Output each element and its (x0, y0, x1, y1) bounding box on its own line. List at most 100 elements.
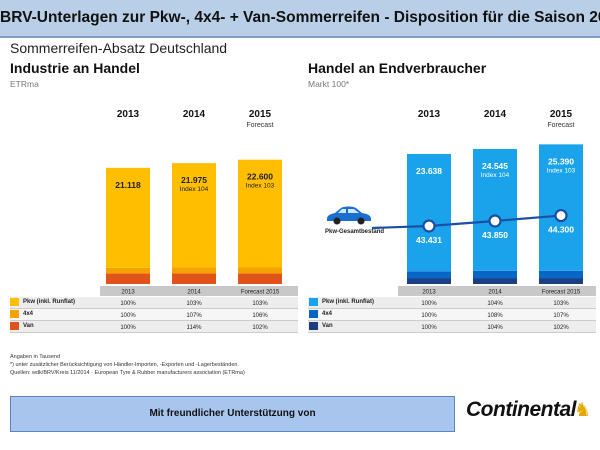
left-bar-van (238, 273, 282, 284)
right-table-cell: 108% (487, 313, 503, 319)
left-index-label: Index 103 (246, 183, 275, 190)
left-year-sublabel: Forecast (246, 122, 273, 129)
right-bar-van (539, 278, 583, 284)
right-total-label: 24.545 (482, 161, 508, 171)
right-table-head-cell: 2013 (422, 290, 436, 296)
left-table-cell: 102% (252, 325, 268, 331)
right-table-cell: 107% (553, 313, 569, 319)
note-sources: Quellen: wdk/BRV/Kreis 11/2014 · Europea… (10, 370, 245, 376)
right-bar-van (473, 278, 517, 284)
right-bar-pkw (539, 144, 583, 271)
left-table-row (10, 297, 298, 308)
right-line-point (488, 214, 502, 228)
right-table-cell: 104% (487, 301, 503, 307)
right-table-header (398, 286, 596, 296)
title-banner: BRV-Unterlagen zur Pkw-, 4x4- + Van-Somm… (0, 0, 600, 38)
left-year-label: 2014 (183, 109, 206, 120)
right-table-row (308, 321, 596, 332)
right-total-label: 25.390 (548, 156, 574, 166)
right-total-label: 23.638 (416, 166, 442, 176)
right-table-cell: 100% (421, 325, 437, 331)
left-table-cell: 100% (120, 325, 136, 331)
right-legend-van: Van (322, 323, 333, 329)
right-line-label: 43.850 (482, 230, 508, 240)
car-icon (327, 206, 371, 225)
left-table-head-cell: 2013 (121, 290, 135, 296)
right-table-row (308, 297, 596, 308)
left-table-cell: 106% (252, 313, 268, 319)
legend-swatch-van (10, 322, 19, 330)
right-bar-pkw (407, 153, 451, 272)
left-bar-pkw (238, 159, 282, 268)
right-year-label: 2014 (484, 109, 507, 120)
right-table-cell: 104% (487, 325, 503, 331)
left-year-label: 2013 (117, 109, 140, 120)
left-year-label: 2015 (249, 109, 272, 120)
left-total-label: 22.600 (247, 172, 273, 182)
left-section-source: ETRma (10, 79, 39, 89)
legend-swatch-pkw (10, 298, 19, 306)
right-bar-4x4 (407, 271, 451, 279)
left-table-cell: 100% (120, 301, 136, 307)
continental-logo: Continental (466, 398, 577, 421)
right-year-label: 2015 (550, 109, 573, 120)
left-bar-van (106, 273, 150, 284)
legend-swatch-4x4-right (309, 310, 318, 318)
left-legend-4x4: 4x4 (23, 311, 34, 317)
horse-logo-icon: ♞ (574, 400, 592, 421)
right-year-label: 2013 (418, 109, 441, 120)
page-title: BRV-Unterlagen zur Pkw-, 4x4- + Van-Somm… (0, 9, 600, 26)
right-bar-4x4 (539, 270, 583, 279)
left-total-label: 21.118 (115, 180, 141, 190)
left-total-label: 21.975 (181, 175, 207, 185)
right-legend-4x4: 4x4 (322, 311, 333, 317)
right-table-cell: 100% (421, 313, 437, 319)
sponsor-text: Mit freundlicher Unterstützung von (149, 408, 316, 419)
right-year-sublabel: Forecast (547, 122, 574, 129)
left-table-cell: 100% (120, 313, 136, 319)
left-bar-van (172, 273, 216, 284)
left-table-row (10, 309, 298, 320)
right-bar-pkw (473, 149, 517, 271)
left-index-label: Index 104 (180, 186, 209, 193)
right-line-label: 43.431 (416, 235, 442, 245)
note-footnote: *) unter zusätzlicher Berücksichtigung v… (10, 362, 239, 368)
right-legend-pkw: Pkw (inkl. Runflat) (322, 299, 375, 305)
left-bar-pkw (172, 163, 216, 268)
note-units: Angaben in Tausend (10, 354, 61, 360)
legend-swatch-4x4 (10, 310, 19, 318)
right-line-label: 44.300 (548, 225, 574, 235)
right-table-head-cell: 2014 (488, 290, 502, 296)
left-bar-4x4 (238, 267, 282, 274)
right-line-pkw-gesamtbestand (371, 214, 562, 230)
left-table-cell: 103% (186, 301, 202, 307)
left-table-cell: 107% (186, 313, 202, 319)
left-legend-pkw: Pkw (inkl. Runflat) (23, 299, 76, 305)
legend-swatch-van-right (309, 322, 318, 330)
right-line-point (554, 208, 568, 223)
right-table-cell: 102% (553, 325, 569, 331)
right-section-source: Markt 100* (308, 79, 350, 89)
legend-swatch-pkw-right (309, 298, 318, 306)
right-line-point (422, 219, 436, 233)
left-legend-van: Van (23, 323, 34, 329)
left-table-cell: 114% (187, 325, 203, 331)
right-bar-van (407, 278, 451, 284)
left-section-title: Industrie an Handel (10, 60, 140, 76)
right-bar-4x4 (473, 270, 517, 279)
left-bar-pkw (106, 167, 150, 268)
left-table-head-cell: 2014 (187, 290, 201, 296)
left-bar-4x4 (172, 267, 216, 274)
left-bar-4x4 (106, 267, 150, 274)
left-table-head-cell: Forecast 2015 (241, 290, 280, 296)
left-table-cell: 103% (252, 301, 268, 307)
sponsor-box (10, 396, 455, 432)
right-table-cell: 103% (553, 301, 569, 307)
right-table-cell: 100% (421, 301, 437, 307)
right-table-row (308, 309, 596, 320)
right-index-label: Index 103 (547, 167, 576, 174)
right-index-label: Index 104 (481, 172, 510, 179)
car-label: Pkw-Gesamtbestand (325, 229, 385, 235)
right-table-head-cell: Forecast 2015 (542, 290, 581, 296)
